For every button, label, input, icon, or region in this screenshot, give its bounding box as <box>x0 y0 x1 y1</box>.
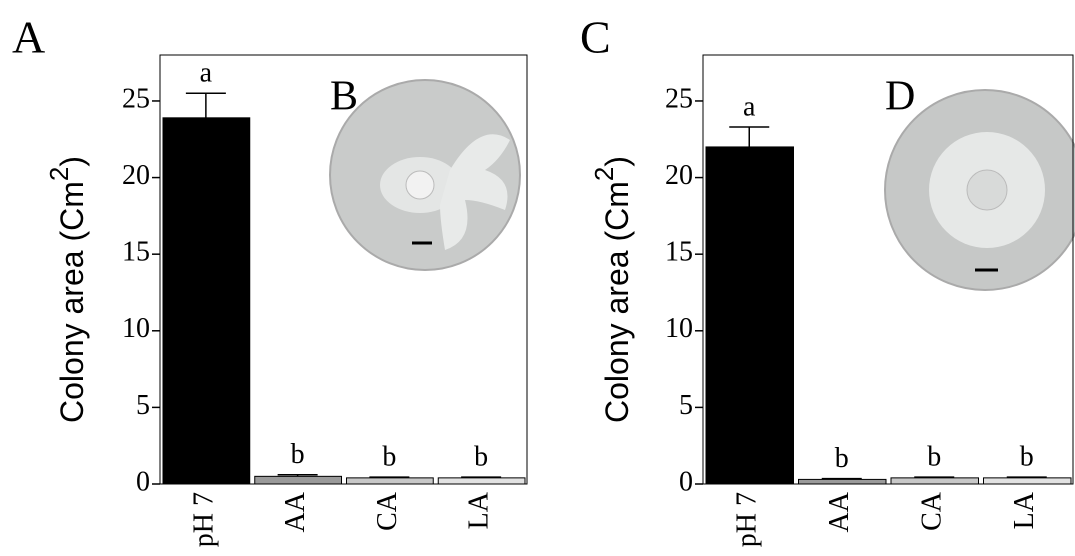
x-tick-label: pH 7 <box>732 492 763 547</box>
inset-photo-d <box>885 90 1075 290</box>
y-axis-label: Colony area (Cm2) <box>589 156 636 423</box>
bar <box>163 118 250 484</box>
y-tick-label: 25 <box>665 83 693 114</box>
y-axis-label-part: 2 <box>589 167 619 181</box>
y-axis-label-part: 2 <box>44 167 74 181</box>
error-bar <box>369 477 409 478</box>
significance-letter: a <box>200 58 213 89</box>
significance-letter: b <box>474 442 488 473</box>
x-tick-label: AA <box>824 491 855 532</box>
significance-letter: b <box>382 442 396 473</box>
y-tick-label: 20 <box>665 160 693 191</box>
y-tick-label: 20 <box>122 160 150 191</box>
bar <box>706 147 794 484</box>
x-tick-label: pH 7 <box>188 492 219 547</box>
error-bar <box>729 127 769 147</box>
bar <box>255 476 342 484</box>
y-axis-label: Colony area (Cm2) <box>44 156 91 423</box>
y-tick-label: 15 <box>122 237 150 268</box>
error-bar <box>1007 477 1047 478</box>
y-tick-label: 15 <box>665 237 693 268</box>
bar <box>799 479 887 484</box>
x-tick-label: CA <box>917 491 948 531</box>
significance-letter: b <box>1020 442 1034 473</box>
significance-letter: b <box>927 442 941 473</box>
panel-label: C <box>580 12 611 63</box>
error-bar <box>822 479 862 480</box>
x-tick-label: LA <box>464 491 495 529</box>
error-bar <box>186 93 226 118</box>
inset-label: B <box>330 74 358 120</box>
y-tick-label: 5 <box>679 390 693 421</box>
x-tick-label: LA <box>1009 491 1040 529</box>
bar <box>984 478 1072 484</box>
y-axis-label-part: ) <box>599 156 635 167</box>
inset-label: D <box>885 74 915 120</box>
y-tick-label: 10 <box>665 313 693 344</box>
y-tick-label: 10 <box>122 313 150 344</box>
y-axis-label-part: Colony area (Cm <box>54 181 90 423</box>
y-tick-label: 25 <box>122 83 150 114</box>
y-tick-label: 0 <box>136 466 150 497</box>
significance-letter: a <box>743 91 756 122</box>
significance-letter: b <box>835 443 849 474</box>
error-bar <box>914 477 954 478</box>
inset-photo-b <box>330 80 520 270</box>
panel-label: A <box>12 12 45 63</box>
y-axis-label-part: Colony area (Cm <box>599 181 635 423</box>
error-bar <box>461 477 501 478</box>
x-tick-label: AA <box>280 491 311 532</box>
y-tick-label: 0 <box>679 466 693 497</box>
y-tick-label: 5 <box>136 390 150 421</box>
bar <box>347 478 434 484</box>
figure: AB0510152025Colony area (Cm2)apH 7bAAbCA… <box>0 0 1075 556</box>
y-axis-label-part: ) <box>54 156 90 167</box>
bar <box>891 478 979 484</box>
x-tick-label: CA <box>372 491 403 531</box>
bar <box>438 478 525 484</box>
significance-letter: b <box>291 439 305 470</box>
